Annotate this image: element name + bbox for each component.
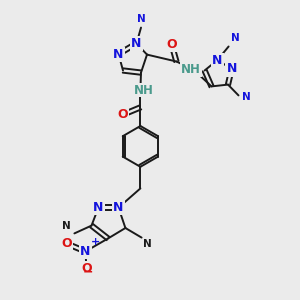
Text: O: O	[166, 38, 177, 51]
Text: N: N	[226, 62, 237, 76]
Text: N: N	[113, 47, 124, 61]
Text: −: −	[83, 265, 93, 278]
Text: NH: NH	[134, 83, 154, 97]
Text: N: N	[113, 201, 124, 214]
Text: N: N	[212, 53, 223, 67]
Text: O: O	[61, 237, 72, 250]
Text: N: N	[93, 201, 103, 214]
Text: N: N	[137, 14, 146, 24]
Text: +: +	[91, 237, 100, 247]
Text: N: N	[131, 37, 142, 50]
Text: N: N	[143, 239, 152, 249]
Text: NH: NH	[181, 63, 201, 76]
Text: N: N	[62, 221, 71, 231]
Text: O: O	[118, 108, 128, 121]
Text: N: N	[242, 92, 251, 102]
Text: N: N	[80, 245, 91, 258]
Text: O: O	[81, 262, 92, 275]
Text: N: N	[231, 33, 240, 43]
